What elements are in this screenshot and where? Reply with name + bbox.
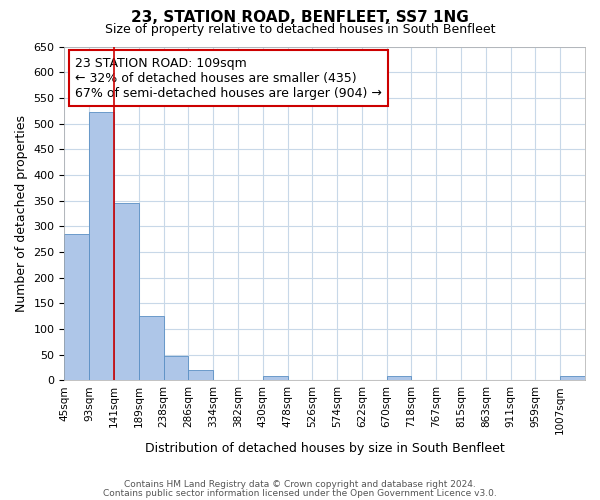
Bar <box>164 356 188 380</box>
Text: Contains HM Land Registry data © Crown copyright and database right 2024.: Contains HM Land Registry data © Crown c… <box>124 480 476 489</box>
Y-axis label: Number of detached properties: Number of detached properties <box>15 115 28 312</box>
Text: 23, STATION ROAD, BENFLEET, SS7 1NG: 23, STATION ROAD, BENFLEET, SS7 1NG <box>131 10 469 25</box>
X-axis label: Distribution of detached houses by size in South Benfleet: Distribution of detached houses by size … <box>145 442 505 455</box>
Text: 23 STATION ROAD: 109sqm
← 32% of detached houses are smaller (435)
67% of semi-d: 23 STATION ROAD: 109sqm ← 32% of detache… <box>75 56 382 100</box>
Bar <box>64 234 89 380</box>
Bar <box>89 112 114 380</box>
Bar <box>560 376 585 380</box>
Text: Contains public sector information licensed under the Open Government Licence v3: Contains public sector information licen… <box>103 488 497 498</box>
Text: Size of property relative to detached houses in South Benfleet: Size of property relative to detached ho… <box>105 22 495 36</box>
Bar <box>188 370 213 380</box>
Bar <box>263 376 287 380</box>
Bar <box>114 203 139 380</box>
Bar <box>386 376 412 380</box>
Bar <box>139 316 164 380</box>
